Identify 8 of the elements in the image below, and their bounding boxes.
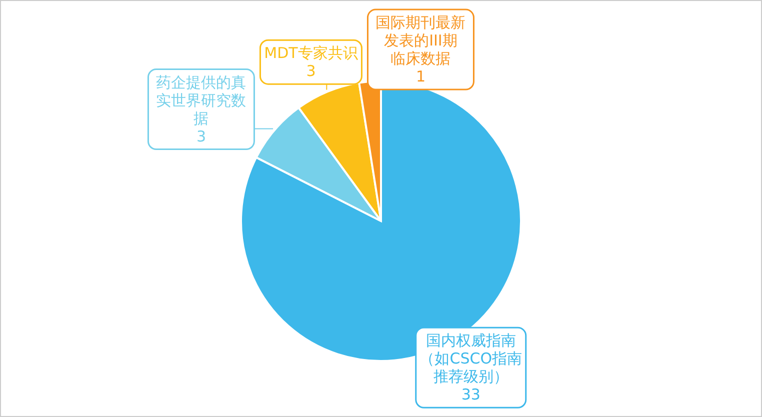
slice-label: 国际期刊最新发表的III期临床数据	[376, 14, 466, 68]
slice-label: MDT专家共识	[264, 44, 358, 62]
slice-label: 药企提供的真实世界研究数据	[156, 73, 246, 128]
data-label: 33	[461, 386, 480, 404]
data-label: 1	[416, 68, 426, 86]
slice-label: 国内权威指南（如CSCO指南推荐级别）	[420, 332, 522, 386]
data-label: 3	[306, 62, 316, 80]
data-label: 3	[196, 127, 206, 146]
